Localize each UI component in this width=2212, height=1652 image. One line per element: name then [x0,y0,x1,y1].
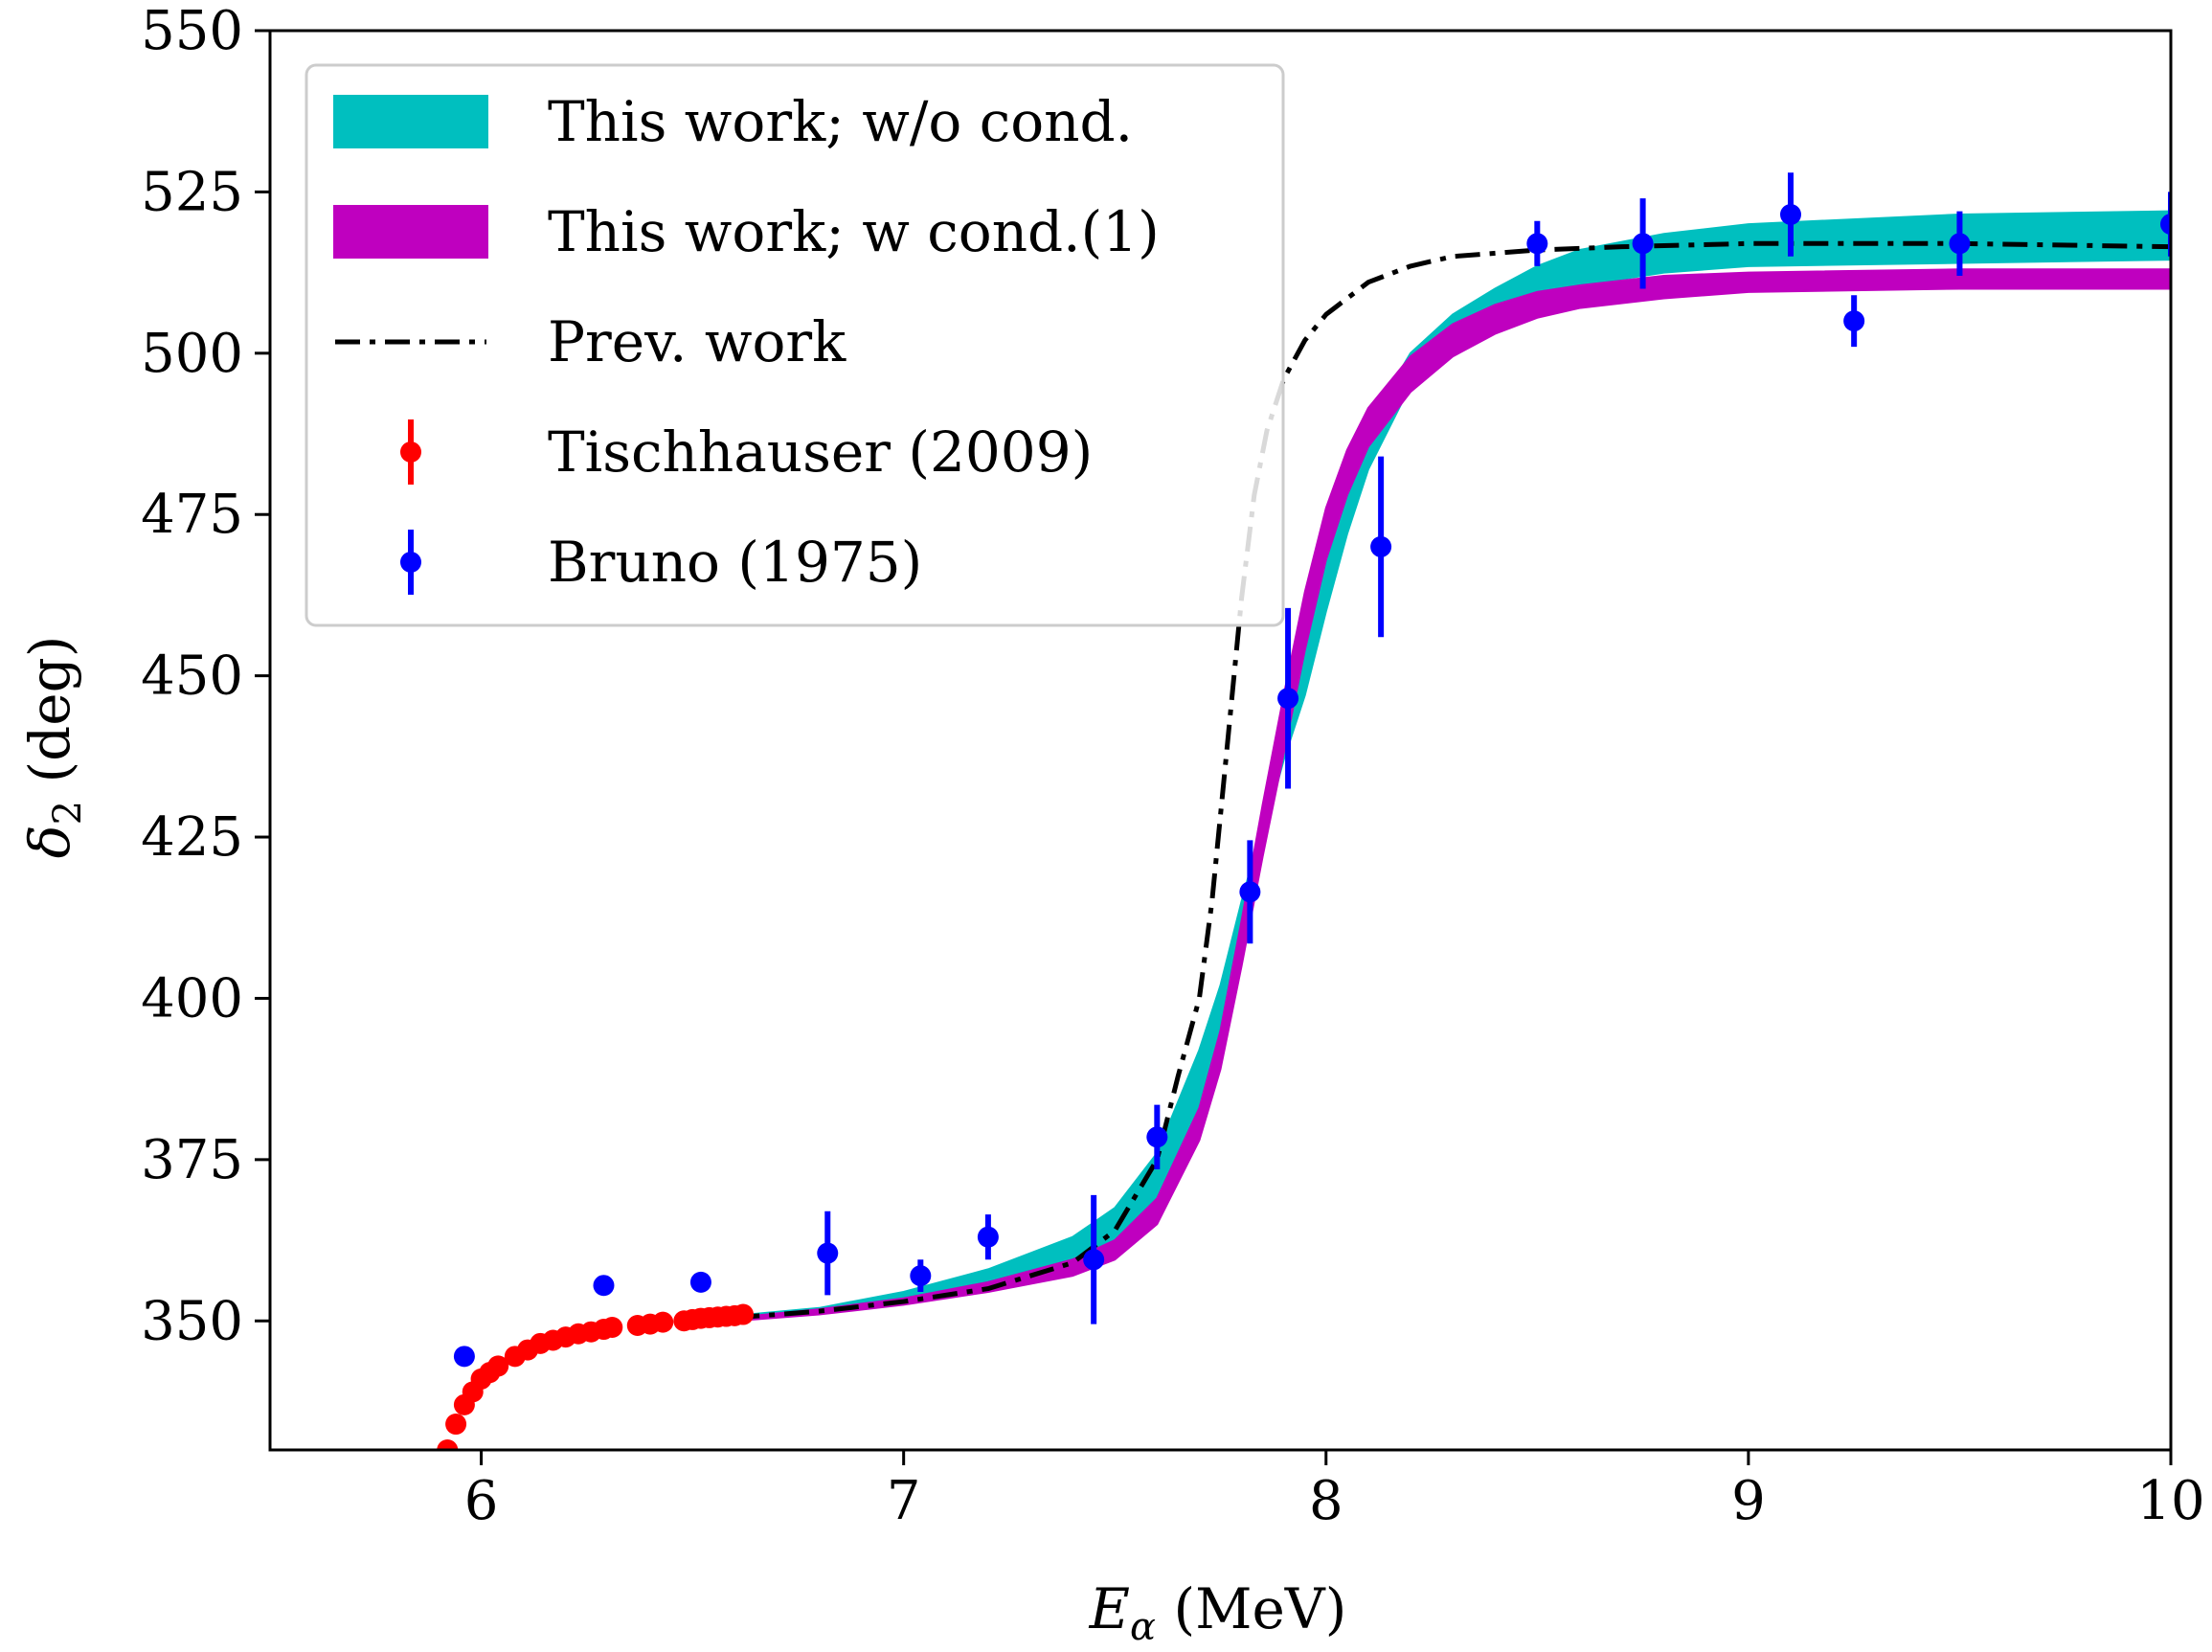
marker [817,1242,839,1264]
legend-item: Bruno (1975) [400,530,922,595]
data-point-bruno [1146,1104,1168,1169]
marker [977,1226,999,1248]
marker [593,1275,615,1297]
marker [1949,233,1971,255]
legend-swatch-marker [400,441,421,463]
data-point-bruno [1083,1194,1105,1324]
data-point-bruno [593,1275,615,1297]
marker [1780,203,1801,225]
band-with-condition [734,268,2171,1323]
y-tick-label: 375 [141,1129,243,1191]
y-tick-label: 550 [141,0,243,62]
x-tick-label: 9 [1731,1470,1766,1532]
data-point-bruno [1370,456,1392,638]
marker [1277,688,1299,710]
marker [601,1317,623,1339]
data-point-bruno [1526,220,1548,266]
marker [910,1265,932,1287]
data-point-bruno [453,1346,475,1368]
data-point-tischhauser [652,1311,674,1333]
y-tick-label: 400 [141,967,243,1030]
legend-item: Prev. work [335,309,846,374]
legend-label: This work; w cond.(1) [548,199,1160,264]
y-tick-label: 425 [141,806,243,869]
legend-swatch-marker [400,552,421,573]
marker [652,1311,674,1333]
axes: 6 7 8 9 10 350 375 400 425 450 475 500 525 550 [141,0,2205,1532]
marker [1239,881,1261,903]
legend-item: This work; w/o cond. [333,89,1133,154]
data-point-bruno [689,1271,711,1293]
data-point-tischhauser [487,1355,509,1377]
x-tick-label: 10 [2136,1470,2204,1532]
legend-swatch [333,95,488,148]
plot-frame [268,29,2173,1452]
marker [487,1355,509,1377]
y-tick-label: 475 [141,484,243,546]
data-point-tischhauser [601,1317,623,1339]
marker [437,1439,459,1450]
legend-item: This work; w cond.(1) [333,199,1160,264]
marker [1843,310,1865,332]
marker [2160,214,2171,236]
y-tick-label: 450 [141,645,243,708]
marker [733,1303,755,1325]
data-point-bruno [977,1214,999,1260]
x-axis-title: Eα (MeV) [1089,1576,1347,1649]
legend-frame [305,63,1285,627]
marker [1083,1249,1105,1271]
data-point-bruno [817,1211,839,1296]
data-point-tischhauser [733,1303,755,1325]
marker [1632,233,1654,255]
marker [1526,233,1548,255]
y-tick-label: 350 [141,1290,243,1352]
legend-label: This work; w/o cond. [548,89,1133,154]
y-tick-label: 525 [141,161,243,223]
y-tick-label: 500 [141,323,243,385]
legend-label: Prev. work [548,309,846,374]
data-point-tischhauser [437,1439,459,1450]
legend-label: Bruno (1975) [548,530,922,595]
y-axis-title: δ2 (deg) [17,636,90,859]
legend-item: Tischhauser (2009) [400,419,1093,485]
x-tick-label: 8 [1309,1470,1343,1532]
x-tick-label: 7 [887,1470,921,1532]
legend-swatch [333,205,488,259]
legend: This work; w/o cond. This work; w cond.(1… [305,63,1285,627]
legend-label: Tischhauser (2009) [548,419,1093,485]
marker [1146,1126,1168,1148]
data-point-tischhauser [445,1414,467,1436]
data-point-bruno [1239,840,1261,944]
data-point-bruno [2160,192,2171,257]
data-point-bruno [1632,198,1654,289]
data-point-bruno [910,1259,932,1292]
data-point-bruno [1277,607,1299,789]
marker [445,1414,467,1436]
marker [1370,535,1392,557]
data-point-bruno [1843,295,1865,348]
x-tick-label: 6 [464,1470,499,1532]
marker [689,1271,711,1293]
data-point-bruno [1780,172,1801,257]
marker [453,1346,475,1368]
data-point-bruno [1949,211,1971,276]
